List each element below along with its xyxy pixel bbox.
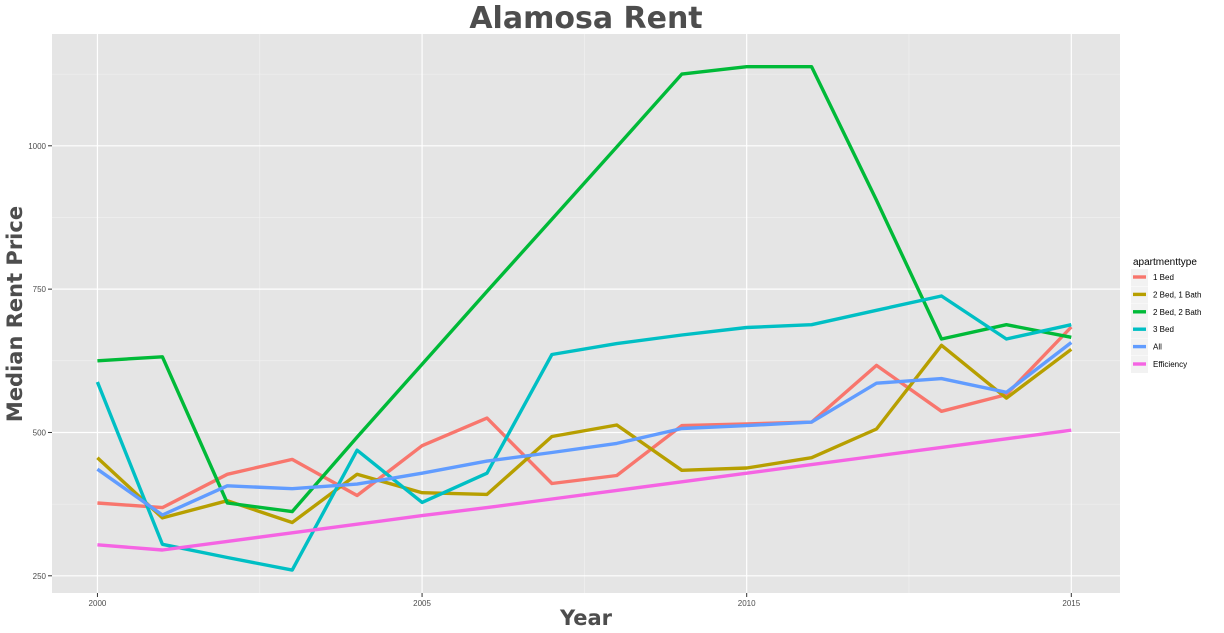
x-tick-label: 2015 <box>1062 599 1080 608</box>
legend-label: Efficiency <box>1153 360 1187 369</box>
legend-label: 3 Bed <box>1153 325 1174 334</box>
x-tick-label: 2005 <box>413 599 431 608</box>
major-gridlines <box>52 34 1120 593</box>
plot-panel <box>52 34 1120 593</box>
legend: apartmenttype 1 Bed 2 Bed, 1 Bath 2 Bed, 2… <box>1131 257 1201 373</box>
series-line-all <box>96 341 1073 517</box>
legend-label: All <box>1153 343 1162 352</box>
series-line-3-bed <box>95 294 1072 572</box>
legend-label: 2 Bed, 1 Bath <box>1153 290 1201 299</box>
y-axis-title: Median Rent Price <box>3 206 27 422</box>
series-lines <box>95 64 1073 572</box>
y-tick-label: 1000 <box>28 142 46 151</box>
x-tick-label: 2010 <box>738 599 756 608</box>
y-tick-label: 250 <box>33 572 47 581</box>
x-axis-title: Year <box>559 606 613 630</box>
legend-label: 1 Bed <box>1153 273 1174 282</box>
y-axis-ticks: 250 500 750 1000 <box>28 142 52 581</box>
legend-title: apartmenttype <box>1133 257 1197 268</box>
y-tick-label: 500 <box>33 428 47 437</box>
x-axis-ticks: 2000 2005 2010 2015 <box>89 593 1081 608</box>
y-tick-label: 750 <box>33 285 47 294</box>
series-line-2-bed-1-bath <box>96 343 1073 525</box>
x-tick-label: 2000 <box>89 599 107 608</box>
series-line-2-bed-2-bath <box>97 64 1072 514</box>
legend-label: 2 Bed, 2 Bath <box>1153 308 1201 317</box>
series-line-efficiency <box>97 428 1072 552</box>
chart-title: Alamosa Rent <box>469 1 702 36</box>
